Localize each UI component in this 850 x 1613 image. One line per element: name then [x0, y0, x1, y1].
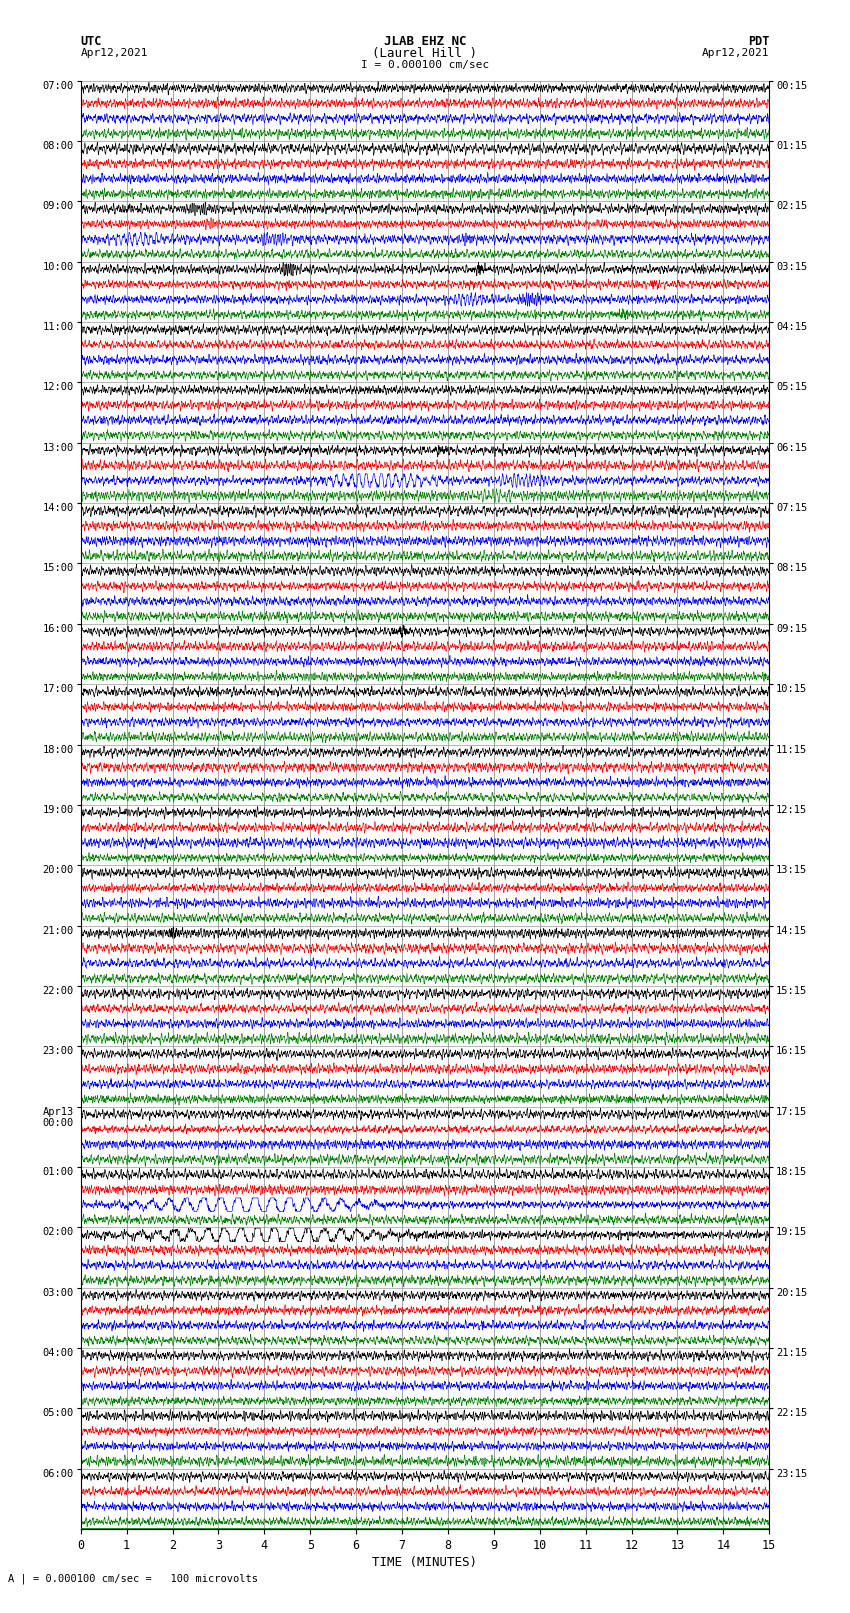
Text: (Laurel Hill ): (Laurel Hill ) — [372, 47, 478, 60]
Text: A | = 0.000100 cm/sec =   100 microvolts: A | = 0.000100 cm/sec = 100 microvolts — [8, 1573, 258, 1584]
Text: Apr12,2021: Apr12,2021 — [81, 48, 148, 58]
Text: PDT: PDT — [748, 35, 769, 48]
Text: I = 0.000100 cm/sec: I = 0.000100 cm/sec — [361, 60, 489, 69]
X-axis label: TIME (MINUTES): TIME (MINUTES) — [372, 1557, 478, 1569]
Text: Apr12,2021: Apr12,2021 — [702, 48, 769, 58]
Text: JLAB EHZ NC: JLAB EHZ NC — [383, 35, 467, 48]
Text: UTC: UTC — [81, 35, 102, 48]
